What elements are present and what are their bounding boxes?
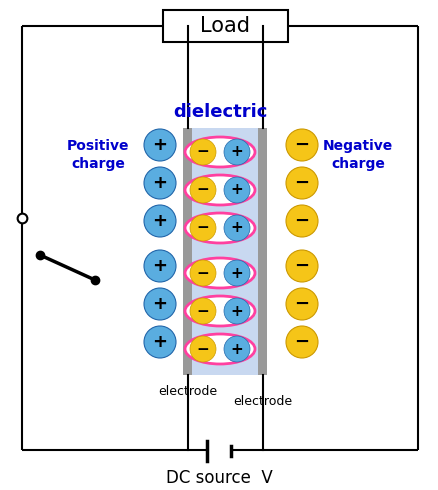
Ellipse shape: [185, 137, 255, 167]
Circle shape: [286, 250, 318, 282]
Circle shape: [224, 139, 250, 165]
Circle shape: [224, 177, 250, 203]
Circle shape: [286, 167, 318, 199]
Circle shape: [286, 288, 318, 320]
Text: −: −: [197, 303, 209, 318]
Text: DC source  V: DC source V: [166, 469, 272, 487]
Ellipse shape: [185, 296, 255, 326]
Text: +: +: [152, 333, 167, 351]
Text: Positive
charge: Positive charge: [67, 139, 129, 171]
Text: electrode: electrode: [158, 385, 217, 398]
Text: +: +: [231, 266, 244, 280]
Ellipse shape: [185, 334, 255, 364]
Text: Load: Load: [201, 16, 251, 36]
Text: +: +: [231, 145, 244, 160]
Text: −: −: [197, 145, 209, 160]
Text: +: +: [231, 220, 244, 236]
Circle shape: [144, 129, 176, 161]
Text: −: −: [294, 257, 310, 275]
Text: +: +: [152, 212, 167, 230]
Circle shape: [190, 298, 216, 324]
Text: −: −: [294, 136, 310, 154]
Text: Negative
charge: Negative charge: [323, 139, 393, 171]
Text: dielectric: dielectric: [173, 103, 267, 121]
Circle shape: [286, 326, 318, 358]
Circle shape: [190, 260, 216, 286]
Text: electrode: electrode: [233, 395, 292, 408]
Circle shape: [144, 205, 176, 237]
Circle shape: [144, 250, 176, 282]
Text: −: −: [294, 212, 310, 230]
Bar: [163, 10, 288, 42]
Ellipse shape: [185, 213, 255, 243]
Bar: [192, 128, 258, 375]
Circle shape: [224, 260, 250, 286]
Circle shape: [286, 129, 318, 161]
Text: +: +: [231, 342, 244, 357]
Bar: [183, 128, 192, 375]
Text: −: −: [197, 220, 209, 236]
Circle shape: [144, 288, 176, 320]
Text: −: −: [197, 182, 209, 197]
Text: +: +: [152, 295, 167, 313]
Circle shape: [224, 298, 250, 324]
Text: −: −: [197, 266, 209, 280]
Text: +: +: [231, 182, 244, 197]
Text: +: +: [231, 303, 244, 318]
Circle shape: [224, 215, 250, 241]
Ellipse shape: [185, 258, 255, 288]
Text: −: −: [197, 342, 209, 357]
Circle shape: [144, 326, 176, 358]
Ellipse shape: [185, 175, 255, 205]
Circle shape: [144, 167, 176, 199]
Circle shape: [224, 336, 250, 362]
Text: −: −: [294, 295, 310, 313]
Text: +: +: [152, 257, 167, 275]
Circle shape: [190, 177, 216, 203]
Text: +: +: [152, 136, 167, 154]
Text: −: −: [294, 174, 310, 192]
Circle shape: [190, 139, 216, 165]
Text: −: −: [294, 333, 310, 351]
Text: +: +: [152, 174, 167, 192]
Bar: [258, 128, 267, 375]
Circle shape: [190, 215, 216, 241]
Circle shape: [286, 205, 318, 237]
Circle shape: [190, 336, 216, 362]
